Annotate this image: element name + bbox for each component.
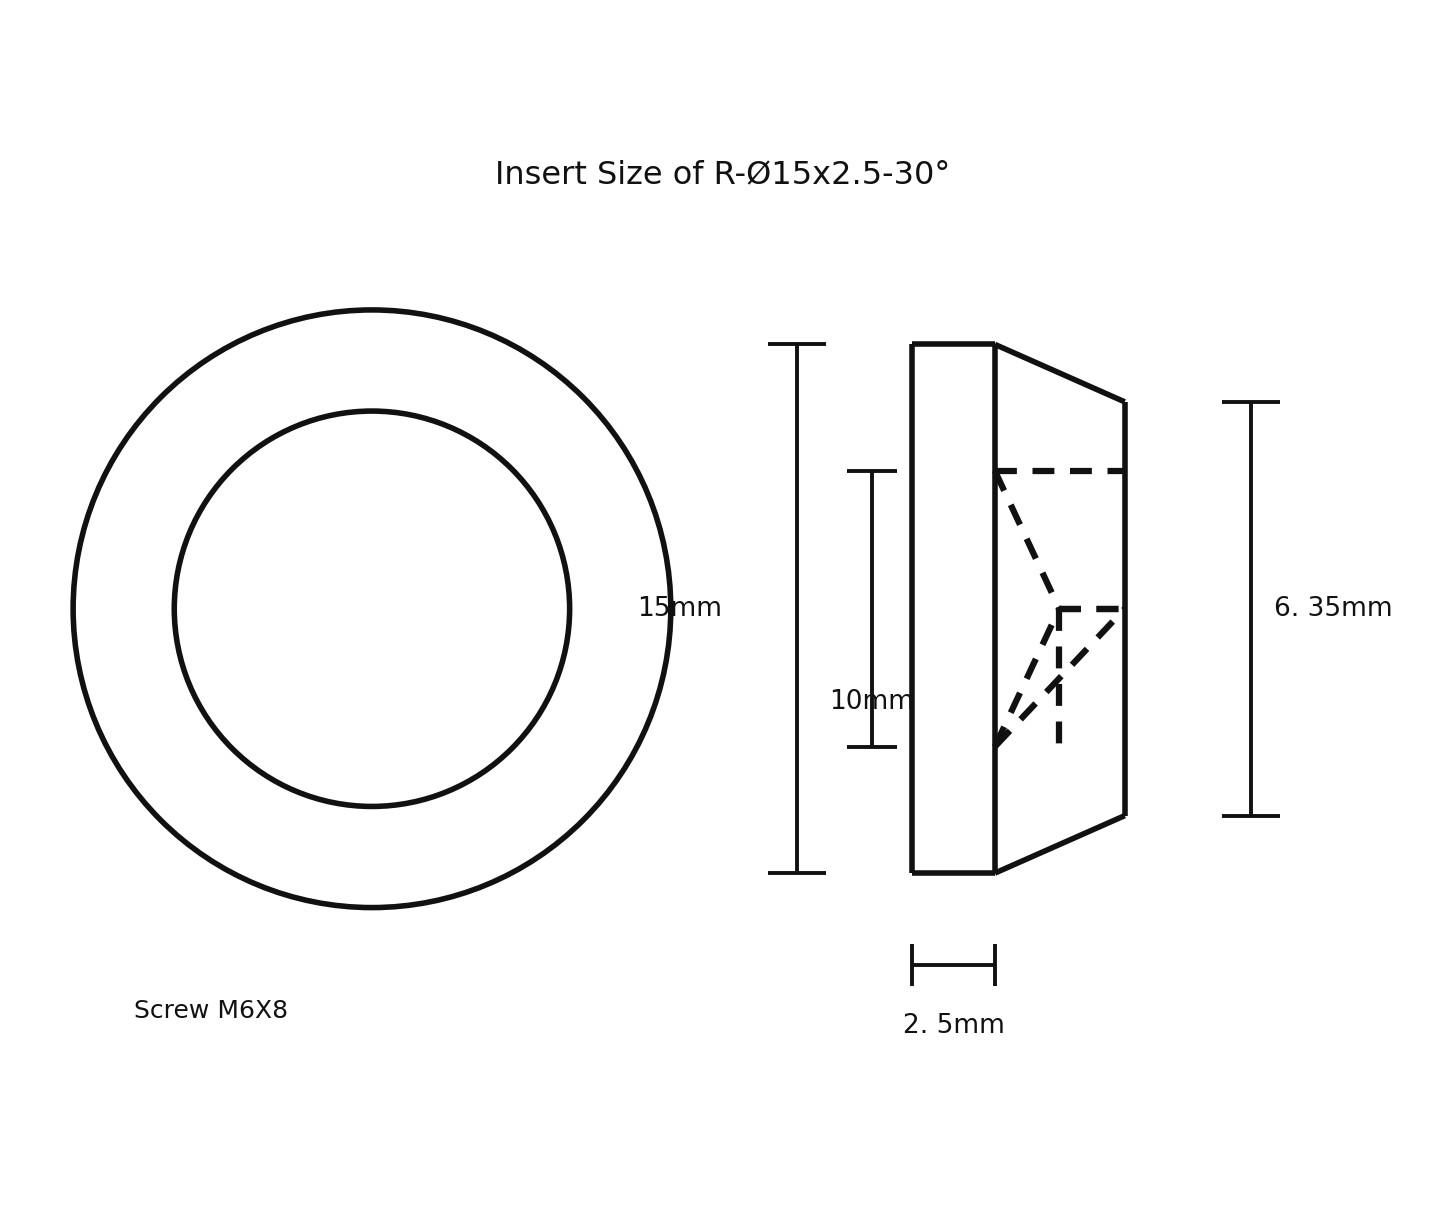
Text: 2. 5mm: 2. 5mm: [903, 1014, 1004, 1040]
Text: 15mm: 15mm: [637, 596, 722, 622]
Text: 10mm: 10mm: [829, 689, 915, 715]
Text: 6. 35mm: 6. 35mm: [1274, 596, 1393, 622]
Text: Insert Size of R-Ø15x2.5-30°: Insert Size of R-Ø15x2.5-30°: [494, 160, 951, 190]
Text: Screw M6X8: Screw M6X8: [134, 999, 288, 1023]
